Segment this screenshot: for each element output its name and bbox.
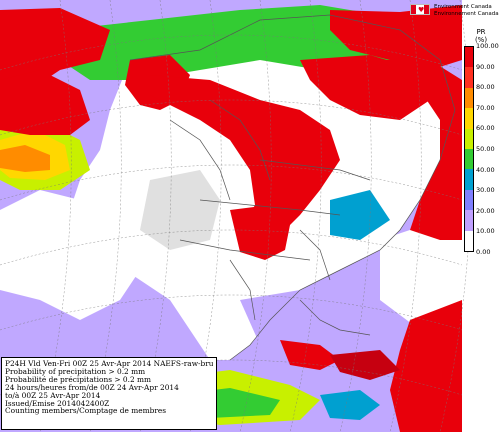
- legend-swatch: [465, 67, 473, 88]
- legend-tick-label: 40.00: [476, 165, 495, 174]
- legend-tick-label: 100.00: [476, 42, 499, 50]
- legend-swatch: [465, 169, 473, 190]
- graticule-meridian: [389, 0, 422, 432]
- legend-tick-label: 90.00: [476, 62, 495, 71]
- caption-line-period-to: to/à 00Z 25 Avr-Apr 2014: [5, 391, 101, 400]
- pacific-white-band: [0, 190, 140, 320]
- red-region-greenland: [330, 5, 462, 70]
- red-region-central-america: [280, 340, 340, 370]
- caption-line-issued: Issued/Emise 2014042400Z: [5, 399, 110, 408]
- caption-line-title-fr: Probabilité de précipitations > 0.2 mm: [5, 375, 152, 384]
- border-line: [179, 239, 311, 261]
- legend-swatch: [465, 47, 473, 68]
- canada-flag-icon: ♥: [410, 4, 430, 15]
- graticule-parallel: [0, 229, 463, 266]
- color-legend: PR (%) 100.00 90.00 80.00 70.00 60.00 50.00 40…: [462, 20, 500, 260]
- maple-leaf-icon: ♥: [418, 6, 425, 14]
- graticule-parallel: [0, 99, 463, 136]
- border-line: [209, 99, 271, 181]
- legend-swatch: [465, 128, 473, 150]
- red-region-southeast-us: [230, 205, 290, 260]
- graticule-meridian: [339, 0, 372, 432]
- environment-canada-logo: ♥ Environment Canada Environnement Canad…: [410, 2, 500, 18]
- legend-tick-label: 30.00: [476, 186, 495, 195]
- atlantic-white-area: [380, 220, 462, 330]
- caption-line-members: Counting members/Comptage de membres: [5, 407, 167, 416]
- legend-title: PR: [476, 28, 486, 36]
- border-line: [299, 229, 331, 281]
- legend-tick-label: 70.00: [476, 103, 495, 112]
- border-line: [129, 14, 456, 361]
- legend-swatch: [465, 189, 473, 211]
- legend-tick-label: 60.00: [476, 124, 495, 133]
- legend-tick-label: 50.00: [476, 145, 495, 153]
- red-region-central-band: [150, 75, 340, 245]
- lavender-zone-gulf: [240, 290, 330, 345]
- legend-tick-label: 20.00: [476, 206, 495, 215]
- grey-zone-west: [140, 170, 220, 250]
- blue-rim-east: [330, 190, 390, 240]
- border-line: [259, 159, 371, 181]
- red-region-pacific: [0, 70, 90, 135]
- legend-swatch: [465, 230, 473, 252]
- border-line: [169, 119, 231, 201]
- caption-line-title-en: Probability of precipitation > 0.2 mm: [5, 367, 146, 376]
- legend-tick-label: 80.00: [476, 83, 495, 92]
- legend-unit: (%): [474, 36, 488, 44]
- red-region-south-atlantic: [390, 300, 462, 432]
- orange-band-west: [0, 145, 50, 172]
- political-borders: [129, 14, 456, 361]
- graticule-meridian: [239, 0, 272, 432]
- blue-patches-south: [320, 390, 380, 420]
- legend-swatch: [465, 210, 473, 231]
- legend-colorbar: [464, 46, 474, 252]
- caption-line-validity: P24H Vld Ven-Fri 00Z 25 Avr-Apr 2014 NAE…: [5, 360, 213, 368]
- caption-line-period-from: 24 hours/heures from/de 00Z 24 Avr-Apr 2…: [5, 383, 179, 392]
- legend-tick-label: 0.00: [476, 248, 491, 256]
- red-region-caribbean: [330, 350, 400, 380]
- brand-line-en: Environment Canada: [434, 4, 492, 10]
- legend-swatch: [465, 149, 473, 170]
- red-region-atlantic: [380, 60, 462, 240]
- legend-swatch: [465, 87, 473, 109]
- graticule-parallel: [0, 164, 463, 201]
- map-caption: P24H Vld Ven-Fri 00Z 25 Avr-Apr 2014 NAE…: [1, 357, 217, 430]
- graticule-meridian: [439, 0, 472, 432]
- graticule-meridian: [289, 0, 322, 432]
- border-line: [229, 259, 256, 321]
- brand-line-fr: Environnement Canada: [434, 11, 499, 17]
- graticule-parallel: [0, 34, 463, 71]
- graticule-parallel: [0, 294, 463, 331]
- legend-swatch: [465, 108, 473, 129]
- border-line: [299, 299, 371, 336]
- legend-tick-label: 10.00: [476, 227, 495, 236]
- border-line: [199, 199, 341, 216]
